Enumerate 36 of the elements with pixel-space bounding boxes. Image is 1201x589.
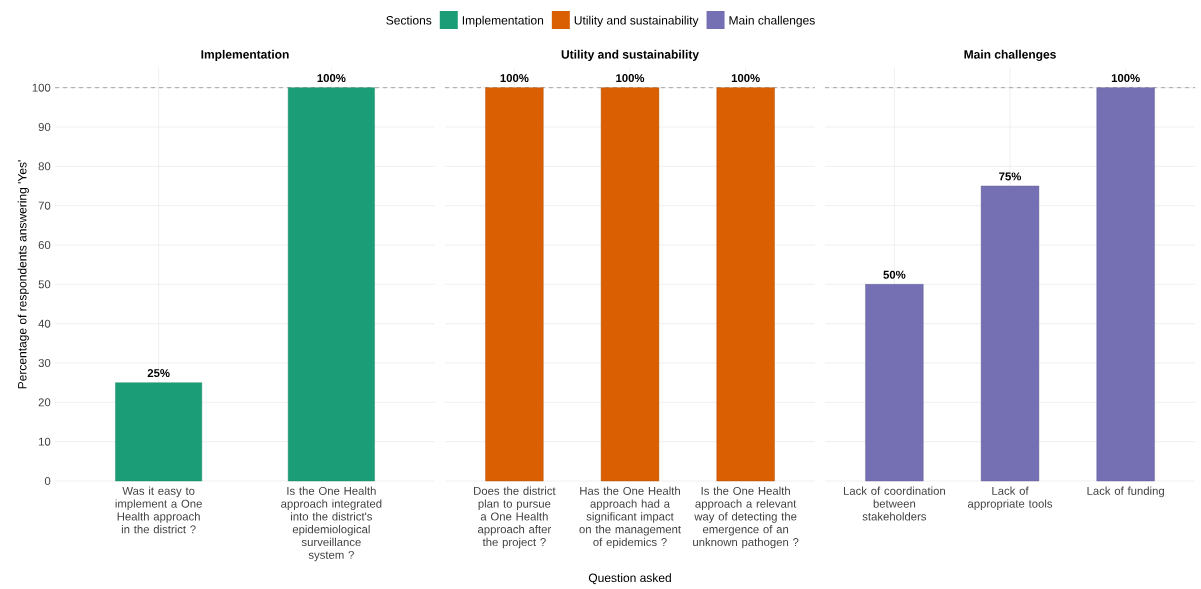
x-tick-label: Lack of appropriate tools [967,486,1053,510]
y-tick-label: 10 [38,437,51,446]
y-axis-title: Percentage of respondents answering 'Yes' [17,160,29,389]
legend-label: Utility and sustainability [574,15,699,27]
x-tick-label: Has the One Health approach had a significant impact on the management of epidemics ? [579,486,681,549]
x-tick-label: Lack of coordination between stakeholders [843,486,945,521]
legend-title: Sections [386,15,432,25]
data-label: 25% [147,369,170,378]
data-label: 100% [317,74,346,83]
y-tick-label: 0 [44,477,51,486]
y-tick-label: 80 [38,162,51,171]
y-tick-label: 70 [38,201,51,210]
x-tick-label: Is the One Health approach a relevant way of detecting the emergence of an unknown pathogen ? [693,486,799,549]
y-tick-label: 50 [38,280,51,289]
y-tick-label: 90 [38,122,51,131]
data-label: 100% [616,74,645,83]
chart-title: Utility and sustainability [561,49,699,62]
y-tick-label: 40 [38,319,51,328]
legend-label: Main challenges [729,15,815,27]
data-label: 100% [731,74,760,83]
data-label: 100% [1111,74,1140,83]
x-tick-label: Lack of funding [1087,486,1164,498]
data-label: 75% [999,172,1022,181]
x-tick-label: Is the One Health approach integrated into the district's epidemiological surveillance system ? [281,486,382,562]
x-axis-title: Question asked [588,573,671,585]
y-tick-label: 100 [32,83,51,92]
chart-title: Implementation [201,49,289,62]
y-tick-label: 20 [38,398,51,407]
x-tick-label: Does the district plan to pursue a One Health approach after the project ? [474,486,556,549]
legend-label: Implementation [462,15,544,27]
data-label: 50% [883,270,906,279]
y-tick-label: 60 [38,240,51,249]
data-label: 100% [500,74,529,83]
y-tick-label: 30 [38,359,51,367]
x-tick-label: Was it easy to implement a One Health approach in the district ? [115,486,202,534]
chart-title: Main challenges [964,49,1056,62]
